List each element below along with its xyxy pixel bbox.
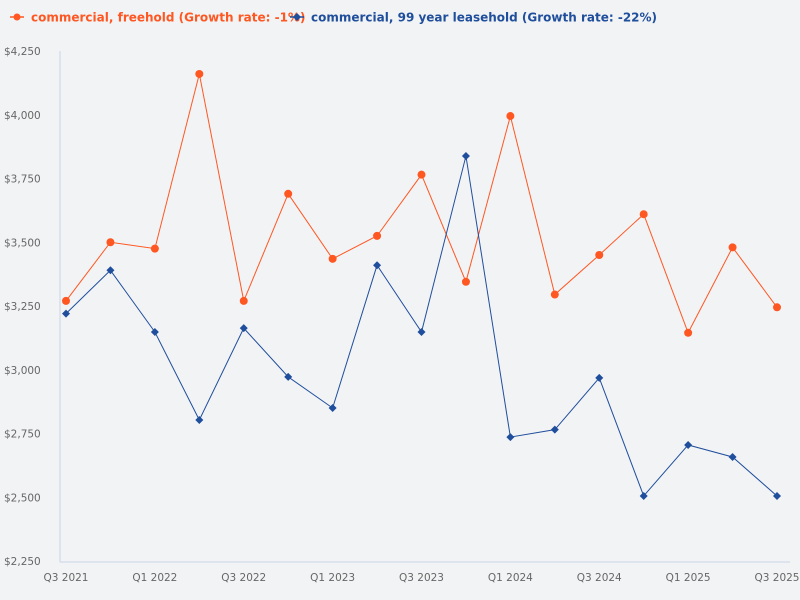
data-point[interactable] — [284, 372, 293, 381]
x-tick-label: Q3 2023 — [399, 572, 444, 584]
data-point[interactable] — [417, 328, 426, 337]
series-0 — [62, 69, 781, 337]
data-point[interactable] — [550, 290, 559, 299]
data-point[interactable] — [195, 415, 204, 424]
data-point[interactable] — [373, 261, 382, 270]
data-point[interactable] — [461, 152, 470, 161]
y-tick-label: $2,750 — [4, 429, 41, 441]
data-point[interactable] — [639, 491, 648, 500]
y-tick-label: $3,500 — [4, 237, 41, 249]
data-point[interactable] — [106, 266, 115, 275]
x-tick-label: Q1 2022 — [132, 572, 177, 584]
data-point[interactable] — [773, 303, 781, 312]
x-tick-label: Q3 2025 — [754, 572, 799, 584]
legend-item-freehold[interactable]: commercial, freehold (Growth rate: -1%) — [10, 11, 305, 25]
data-point[interactable] — [373, 231, 382, 240]
data-point[interactable] — [506, 433, 515, 442]
data-point[interactable] — [150, 244, 159, 253]
y-tick-label: $2,250 — [4, 556, 41, 568]
data-point[interactable] — [239, 296, 248, 305]
data-point[interactable] — [595, 251, 604, 259]
x-tick-label: Q1 2023 — [310, 572, 355, 584]
legend-label-leasehold: commercial, 99 year leasehold (Growth ra… — [311, 11, 657, 25]
data-point[interactable] — [684, 328, 693, 337]
legend-item-leasehold[interactable]: commercial, 99 year leasehold (Growth ra… — [290, 11, 657, 25]
data-point[interactable] — [550, 425, 559, 434]
y-tick-label: $3,750 — [4, 174, 41, 186]
data-point[interactable] — [639, 210, 648, 219]
data-point[interactable] — [62, 309, 70, 318]
data-point[interactable] — [106, 238, 115, 247]
legend-diamond-marker-icon — [293, 13, 301, 21]
data-point[interactable] — [284, 189, 293, 198]
legend-circle-marker-icon — [13, 13, 21, 21]
data-point[interactable] — [62, 296, 70, 305]
x-tick-label: Q1 2024 — [488, 572, 533, 584]
data-point[interactable] — [239, 324, 248, 333]
legend: commercial, freehold (Growth rate: -1%) … — [10, 11, 657, 25]
data-point[interactable] — [728, 452, 737, 461]
y-tick-label: $4,000 — [4, 110, 41, 122]
x-tick-label: Q3 2022 — [221, 572, 266, 584]
y-tick-label: $3,000 — [4, 365, 41, 377]
data-point[interactable] — [595, 373, 604, 382]
series-line — [65, 155, 778, 497]
data-point[interactable] — [195, 69, 204, 78]
y-tick-label: $2,500 — [4, 492, 41, 504]
y-tick-label: $4,250 — [4, 46, 41, 58]
data-point[interactable] — [728, 243, 737, 252]
x-tick-label: Q3 2021 — [43, 572, 88, 584]
data-point[interactable] — [773, 491, 781, 500]
data-point[interactable] — [684, 440, 693, 449]
data-point[interactable] — [417, 170, 426, 179]
data-point[interactable] — [328, 404, 337, 412]
data-point[interactable] — [506, 112, 515, 121]
x-tick-label: Q3 2024 — [577, 572, 622, 584]
data-point[interactable] — [461, 277, 470, 286]
data-point[interactable] — [328, 254, 337, 263]
series-1 — [62, 152, 781, 500]
legend-label-freehold: commercial, freehold (Growth rate: -1%) — [31, 11, 305, 25]
series-line — [65, 73, 778, 335]
data-point[interactable] — [150, 328, 159, 337]
x-tick-label: Q1 2025 — [666, 572, 711, 584]
y-tick-label: $3,250 — [4, 301, 41, 313]
